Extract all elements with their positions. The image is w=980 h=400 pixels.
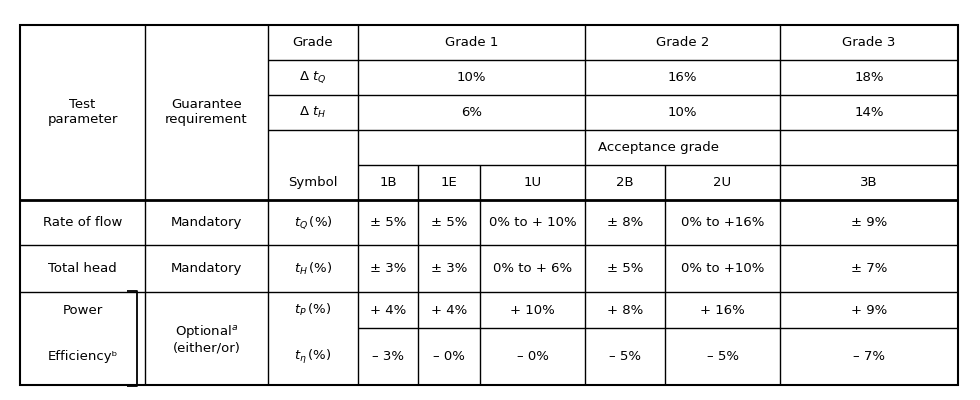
Text: ± 3%: ± 3% xyxy=(431,262,467,275)
Text: 3B: 3B xyxy=(860,176,878,189)
Text: 6%: 6% xyxy=(461,106,482,119)
Text: ± 7%: ± 7% xyxy=(851,262,887,275)
Text: 10%: 10% xyxy=(667,106,697,119)
Text: ± 3%: ± 3% xyxy=(369,262,406,275)
Text: Optional$^a$
(either/or): Optional$^a$ (either/or) xyxy=(172,322,240,354)
Text: Rate of flow: Rate of flow xyxy=(43,216,122,229)
Text: $t_Q\,(\%)$: $t_Q\,(\%)$ xyxy=(294,214,332,231)
Text: + 4%: + 4% xyxy=(431,304,467,316)
Text: Symbol: Symbol xyxy=(288,176,338,189)
Text: 0% to + 6%: 0% to + 6% xyxy=(493,262,572,275)
Text: Power: Power xyxy=(63,304,103,316)
Text: $t_\eta\,(\%)$: $t_\eta\,(\%)$ xyxy=(294,348,331,366)
Text: Grade: Grade xyxy=(293,36,333,49)
Text: ± 9%: ± 9% xyxy=(851,216,887,229)
Text: 0% to +16%: 0% to +16% xyxy=(681,216,764,229)
Text: 16%: 16% xyxy=(667,71,697,84)
Text: + 4%: + 4% xyxy=(369,304,406,316)
Text: 1E: 1E xyxy=(441,176,458,189)
Text: + 9%: + 9% xyxy=(851,304,887,316)
Text: 2U: 2U xyxy=(713,176,731,189)
Text: Guarantee
requirement: Guarantee requirement xyxy=(166,98,248,126)
Text: – 0%: – 0% xyxy=(516,350,549,363)
Text: 1U: 1U xyxy=(523,176,542,189)
Text: – 3%: – 3% xyxy=(372,350,404,363)
Text: 1B: 1B xyxy=(379,176,397,189)
Text: 0% to +10%: 0% to +10% xyxy=(681,262,764,275)
Text: Test
parameter: Test parameter xyxy=(47,98,118,126)
Text: $\Delta\ t_Q$: $\Delta\ t_Q$ xyxy=(299,70,326,85)
Text: – 5%: – 5% xyxy=(707,350,739,363)
Text: $t_H\,(\%)$: $t_H\,(\%)$ xyxy=(294,260,332,276)
Text: Grade 1: Grade 1 xyxy=(445,36,498,49)
Text: ± 5%: ± 5% xyxy=(369,216,406,229)
Text: – 5%: – 5% xyxy=(609,350,641,363)
Text: 0% to + 10%: 0% to + 10% xyxy=(489,216,576,229)
Text: – 0%: – 0% xyxy=(433,350,465,363)
Text: Grade 2: Grade 2 xyxy=(656,36,710,49)
Text: 14%: 14% xyxy=(855,106,884,119)
Text: Total head: Total head xyxy=(48,262,117,275)
Text: 2B: 2B xyxy=(616,176,634,189)
Text: + 10%: + 10% xyxy=(511,304,555,316)
Text: Mandatory: Mandatory xyxy=(171,262,242,275)
Text: + 8%: + 8% xyxy=(607,304,643,316)
Text: ± 8%: ± 8% xyxy=(607,216,643,229)
Text: + 16%: + 16% xyxy=(700,304,745,316)
Text: Acceptance grade: Acceptance grade xyxy=(598,141,718,154)
Text: 18%: 18% xyxy=(855,71,884,84)
Text: 10%: 10% xyxy=(457,71,486,84)
Text: ± 5%: ± 5% xyxy=(431,216,467,229)
Text: Efficiencyᵇ: Efficiencyᵇ xyxy=(47,350,118,363)
Text: $\Delta\ t_H$: $\Delta\ t_H$ xyxy=(299,105,326,120)
Text: ± 5%: ± 5% xyxy=(607,262,643,275)
Text: – 7%: – 7% xyxy=(853,350,885,363)
Text: Grade 3: Grade 3 xyxy=(843,36,896,49)
Text: Mandatory: Mandatory xyxy=(171,216,242,229)
Text: $t_P\,(\%)$: $t_P\,(\%)$ xyxy=(294,302,331,318)
